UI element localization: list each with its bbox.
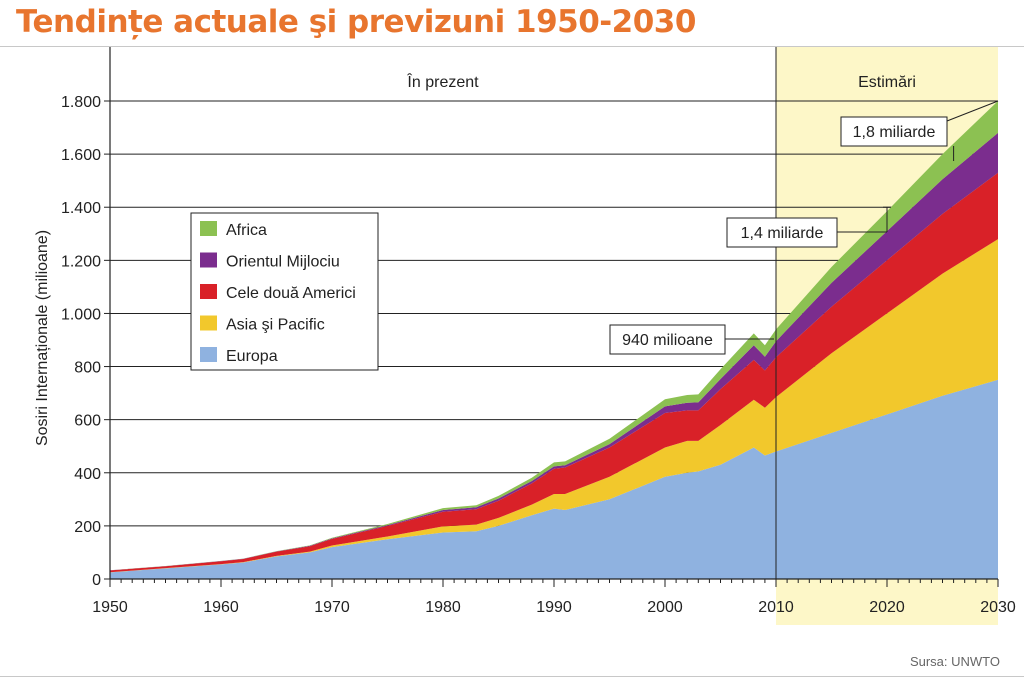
y-tick-label: 0	[92, 572, 101, 589]
annotation-label: 1,4 miliarde	[741, 225, 824, 242]
annotation-label: 1,8 miliarde	[853, 124, 936, 141]
annotation-label: 940 milioane	[622, 332, 713, 349]
legend-frame	[190, 212, 379, 371]
legend-label: Asia şi Pacific	[226, 317, 325, 334]
annotation-box	[726, 217, 838, 248]
x-tick-label: 1990	[536, 599, 572, 616]
legend: Africa Orientul Mijlociu Cele două Americi…	[190, 212, 379, 371]
legend-swatch	[200, 315, 217, 331]
y-axis-label: Sosiri Internaționale (milioane)	[34, 230, 51, 446]
y-tick-label: 1.400	[61, 200, 101, 217]
source-note: Sursa: UNWTO	[909, 654, 1000, 669]
region-label-estimates: Estimări	[858, 74, 916, 91]
page-title: Tendințe actuale şi previzuni 1950-2030	[16, 4, 696, 40]
x-tick-label: 2020	[869, 599, 905, 616]
x-tick-label: 2030	[980, 599, 1016, 616]
y-tick-label: 200	[74, 519, 101, 536]
annotation-box	[609, 324, 726, 355]
y-tick-label: 1.600	[61, 147, 101, 164]
annotations: 940 milioane 1,4 miliarde 1,8 miliarde	[609, 100, 999, 355]
y-tick-label: 1.200	[61, 253, 101, 270]
axes: 0 200 400 600 800 1.000 1.200 1.400 1.600 1.800 19…	[61, 47, 1016, 616]
x-tick-label: 2000	[647, 599, 683, 616]
x-tick-label: 1950	[92, 599, 128, 616]
legend-swatch	[200, 347, 217, 362]
legend-label: Cele două Americi	[226, 285, 356, 302]
y-tick-label: 800	[74, 360, 101, 377]
legend-swatch	[200, 252, 217, 268]
annotation-box	[840, 116, 948, 147]
annotation-leader	[946, 100, 999, 122]
legend-label: Orientul Mijlociu	[226, 254, 340, 271]
area-cele-dou-americi	[110, 172, 998, 573]
legend-label: Africa	[226, 222, 267, 239]
legend-swatch	[200, 284, 217, 299]
y-tick-label: 1.800	[61, 94, 101, 111]
bottom-divider	[0, 676, 1024, 677]
y-tick-label: 400	[74, 466, 101, 483]
legend-label: Europa	[226, 348, 278, 365]
x-tick-label: 1970	[314, 599, 350, 616]
y-tick-label: 600	[74, 413, 101, 430]
legend-swatch	[200, 221, 217, 236]
y-tick-label: 1.000	[61, 306, 101, 323]
x-tick-label: 1980	[425, 599, 461, 616]
area-asia-i-pacific	[110, 239, 998, 573]
region-label-present: În prezent	[406, 72, 479, 91]
x-tick-label: 1960	[203, 599, 239, 616]
top-divider	[0, 46, 1024, 47]
x-tick-label: 2010	[758, 599, 794, 616]
